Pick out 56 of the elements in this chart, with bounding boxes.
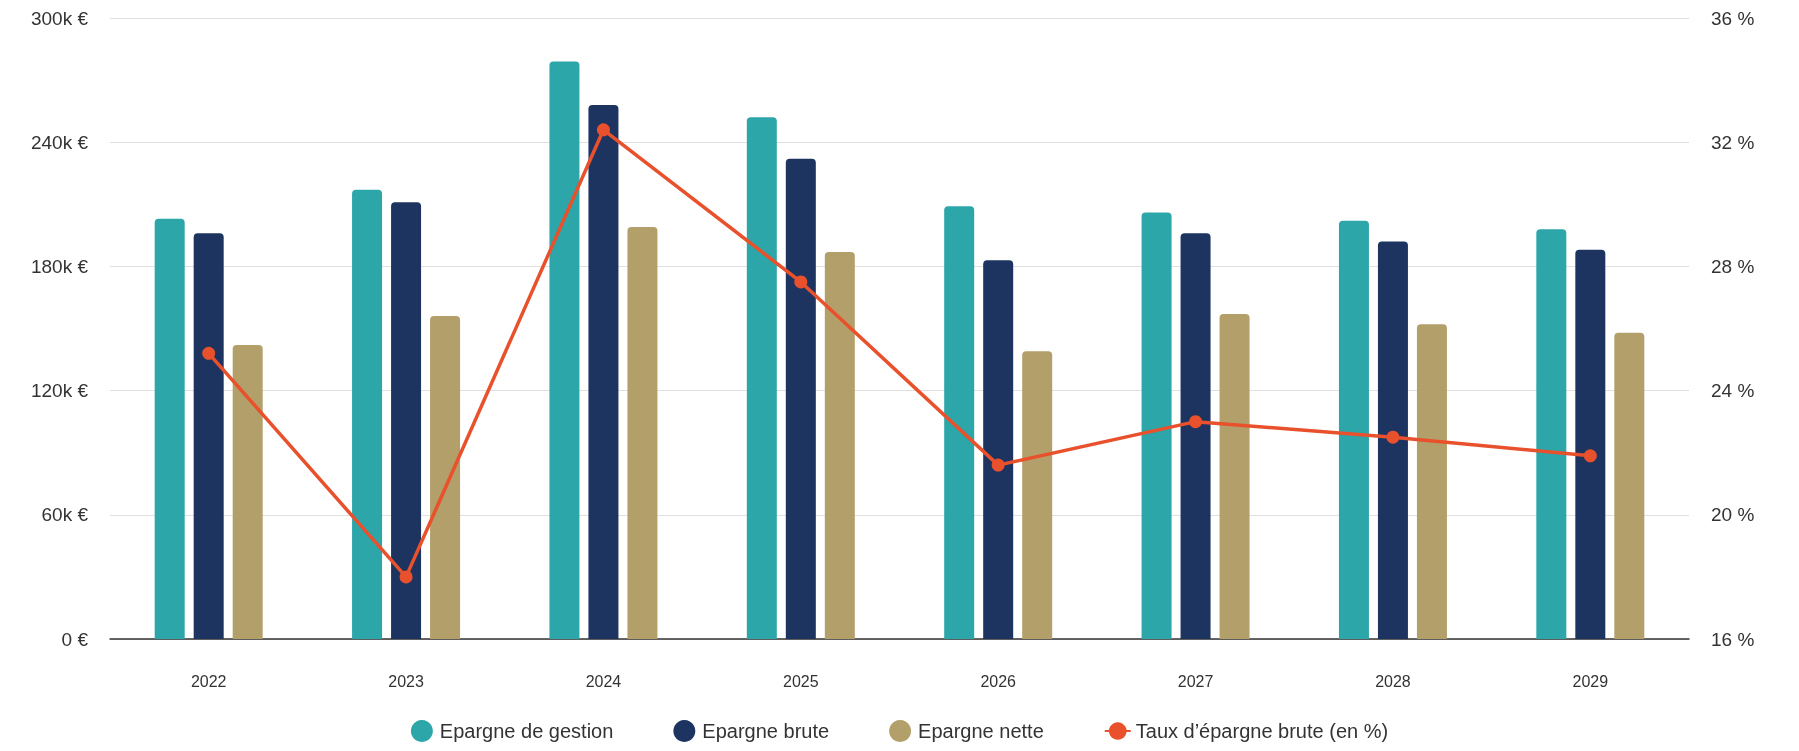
x-tick-label: 2022 (190, 672, 227, 690)
bar (1022, 351, 1053, 639)
x-tick-label: 2026 (980, 672, 1017, 690)
bar (154, 218, 185, 639)
x-tick-label: 2028 (1375, 672, 1411, 690)
x-tick-label: 2029 (1572, 672, 1609, 690)
bar (627, 227, 658, 639)
point (794, 275, 808, 289)
bar (232, 345, 263, 639)
point (596, 123, 610, 137)
bar (588, 104, 619, 639)
bar (1141, 212, 1172, 639)
y-tick-label: 120k € (30, 380, 89, 402)
x-tick-label: 2023 (388, 672, 424, 690)
y-tick-label: 180k € (30, 255, 89, 277)
point (1583, 449, 1597, 463)
bar (1536, 229, 1567, 639)
bar (824, 251, 855, 639)
y-tick-label: 300k € (30, 7, 89, 29)
point (399, 570, 413, 584)
bar (1416, 324, 1447, 639)
bar (1575, 249, 1606, 639)
legend-label: Epargne nette (918, 720, 1044, 742)
point (991, 458, 1005, 472)
legend-label: Taux d’épargne brute (en %) (1135, 720, 1389, 742)
y2-tick-label: 20 % (1711, 504, 1755, 526)
bar (352, 189, 383, 639)
bar (983, 260, 1014, 639)
bar (1614, 332, 1645, 639)
point (202, 346, 216, 360)
bar (391, 202, 422, 639)
y2-tick-label: 36 % (1711, 7, 1755, 29)
bar (785, 158, 816, 639)
bar (944, 206, 975, 639)
bar (746, 117, 777, 639)
y2-tick-label: 28 % (1711, 255, 1755, 277)
y2-tick-label: 24 % (1711, 380, 1755, 402)
bar (1219, 314, 1250, 639)
bar (193, 233, 224, 639)
legend-label: Epargne brute (702, 720, 830, 742)
x-tick-label: 2024 (585, 672, 622, 690)
x-tick-label: 2025 (783, 672, 819, 690)
bar (549, 61, 580, 639)
legend-label: Epargne de gestion (439, 720, 614, 742)
y2-tick-label: 32 % (1711, 131, 1755, 153)
bar (1180, 233, 1211, 639)
point (1386, 430, 1400, 444)
y-tick-label: 0 € (61, 628, 89, 650)
bar (1377, 241, 1408, 639)
bar (430, 316, 461, 639)
y-tick-label: 60k € (41, 504, 89, 526)
point (1189, 415, 1203, 429)
y2-tick-label: 16 % (1711, 628, 1755, 650)
y-tick-label: 240k € (30, 131, 89, 153)
bar (1338, 220, 1369, 639)
x-tick-label: 2027 (1177, 672, 1214, 690)
